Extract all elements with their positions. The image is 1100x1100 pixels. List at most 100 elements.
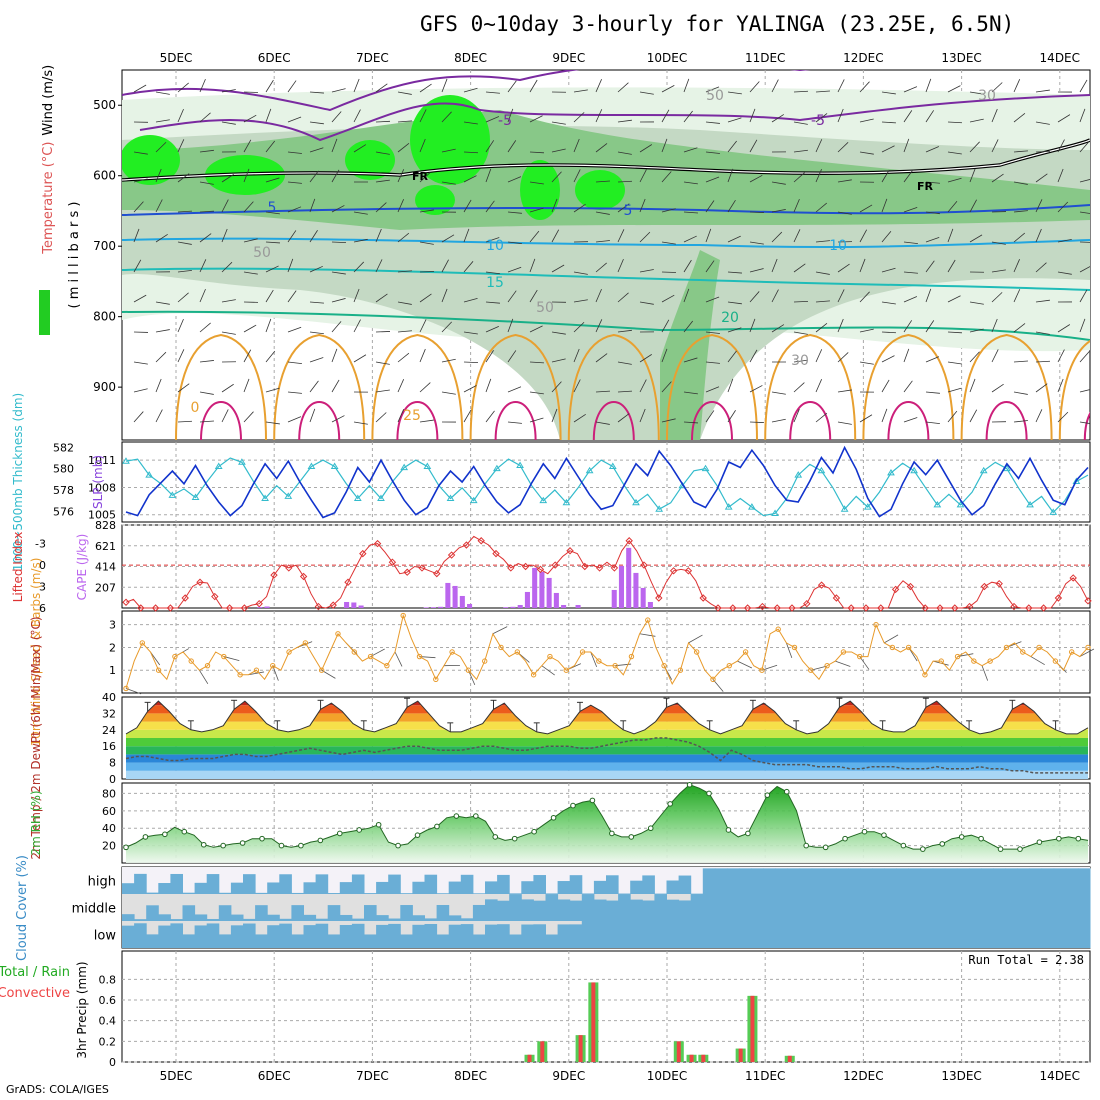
wind-barb <box>705 121 720 124</box>
wind-barb <box>727 199 736 213</box>
wind-barb <box>903 110 913 123</box>
wind-speed-marker <box>677 667 684 673</box>
cloud-cell <box>230 882 244 894</box>
cloud-cell <box>896 921 909 948</box>
rh2m-marker <box>123 844 129 851</box>
wind-speed-marker <box>123 685 129 692</box>
rh2m-marker <box>259 835 265 842</box>
wind-speed-line <box>125 613 1089 689</box>
wind-barb <box>331 241 347 244</box>
warm-contour <box>862 333 955 440</box>
precip-conv-bar <box>701 1054 706 1062</box>
li-marker <box>803 599 811 608</box>
cape-bar <box>517 604 523 608</box>
legend-convective: Convective <box>0 986 70 1001</box>
cloud-cell <box>364 905 377 921</box>
hot-contour <box>691 400 733 440</box>
wind-barb <box>353 78 360 93</box>
wind-barb <box>397 352 410 363</box>
wind-barb <box>969 141 980 153</box>
y-tick-label: 32 <box>102 707 116 720</box>
cloud-cell <box>969 921 982 948</box>
thickness-marker <box>353 494 362 502</box>
wind-barb <box>485 116 500 123</box>
wind-barb <box>661 294 675 303</box>
cloud-cell <box>981 921 994 948</box>
x-tick-label-top: 6DEC <box>258 51 291 65</box>
y-tick-label: 900 <box>93 380 116 394</box>
cloud-cell <box>981 894 994 921</box>
cloud-cell <box>218 892 232 894</box>
y-tick-label: 20 <box>102 840 116 853</box>
rh2m-marker <box>142 834 149 840</box>
wind-barb <box>925 78 932 93</box>
x-tick-label-top: 10DEC <box>647 51 687 65</box>
cape-bar <box>264 606 270 608</box>
wind-barb <box>903 417 918 423</box>
li-marker <box>995 579 1003 588</box>
rh-high-cell <box>520 160 560 220</box>
cloud-cell <box>1077 894 1091 921</box>
wind-barb <box>837 389 852 393</box>
wind-speed-marker <box>759 667 765 673</box>
wind-barb <box>859 81 870 93</box>
wind-barb <box>287 361 302 364</box>
wind-barb <box>617 151 632 155</box>
wind-barb <box>991 241 1006 245</box>
contour-label: 50 <box>536 300 554 316</box>
wind-speed-marker <box>808 667 814 673</box>
rh2m-marker <box>492 834 499 840</box>
wind-barb <box>463 175 477 183</box>
wind-barb <box>287 181 302 184</box>
wind-barb <box>595 143 608 153</box>
wind-barb <box>551 381 562 393</box>
cloud-cell <box>1053 868 1067 894</box>
wind-barb <box>1013 112 1026 123</box>
cape-bar <box>626 547 632 608</box>
wind-barb <box>529 151 544 154</box>
temperature-line <box>125 700 1089 735</box>
wind-barb <box>155 168 162 183</box>
cloud-cell <box>158 925 171 948</box>
wind-barb <box>573 203 586 213</box>
cloud-row-label: low <box>94 929 117 944</box>
cloud-cell <box>981 868 994 894</box>
wind-barb <box>199 391 214 395</box>
cape-bar <box>445 582 451 608</box>
warm-contour <box>666 333 758 440</box>
cloud-cell <box>545 894 559 921</box>
wind-barb <box>309 380 319 393</box>
wind-barb <box>947 177 962 183</box>
wind-barb <box>287 258 294 273</box>
li-marker <box>225 604 234 612</box>
cape-bar <box>633 572 639 608</box>
cloud-cell <box>702 894 716 921</box>
wind-barb <box>353 144 367 153</box>
wind-speed-marker <box>221 653 227 660</box>
rh2m-marker <box>570 802 576 809</box>
precip-conv-bar <box>527 1054 532 1062</box>
thickness-marker <box>238 458 246 465</box>
wind-barb <box>133 151 148 155</box>
wind-barb <box>243 324 257 333</box>
cloud-cell <box>1065 921 1079 948</box>
wind-speed-marker <box>857 653 863 660</box>
cloud-cell <box>388 874 401 894</box>
wind-barb <box>969 301 984 305</box>
wind-barb <box>925 181 940 184</box>
warm-contour <box>567 333 660 440</box>
wind-barb <box>705 260 715 273</box>
wind-barb <box>287 326 302 333</box>
wind-barb <box>815 349 823 363</box>
wind-barb <box>617 258 624 273</box>
wind-barb <box>793 408 800 423</box>
cloud-cell <box>436 904 450 921</box>
cloud-cell <box>642 875 655 894</box>
li-marker <box>240 604 249 612</box>
wind-barb <box>248 671 265 676</box>
y-axis-label: ( m i l l i b a r s ) <box>67 202 82 309</box>
wind-speed-marker <box>547 653 553 660</box>
cloud-cell <box>351 918 365 921</box>
wind-barb <box>815 323 828 333</box>
wind-barb <box>331 415 345 423</box>
